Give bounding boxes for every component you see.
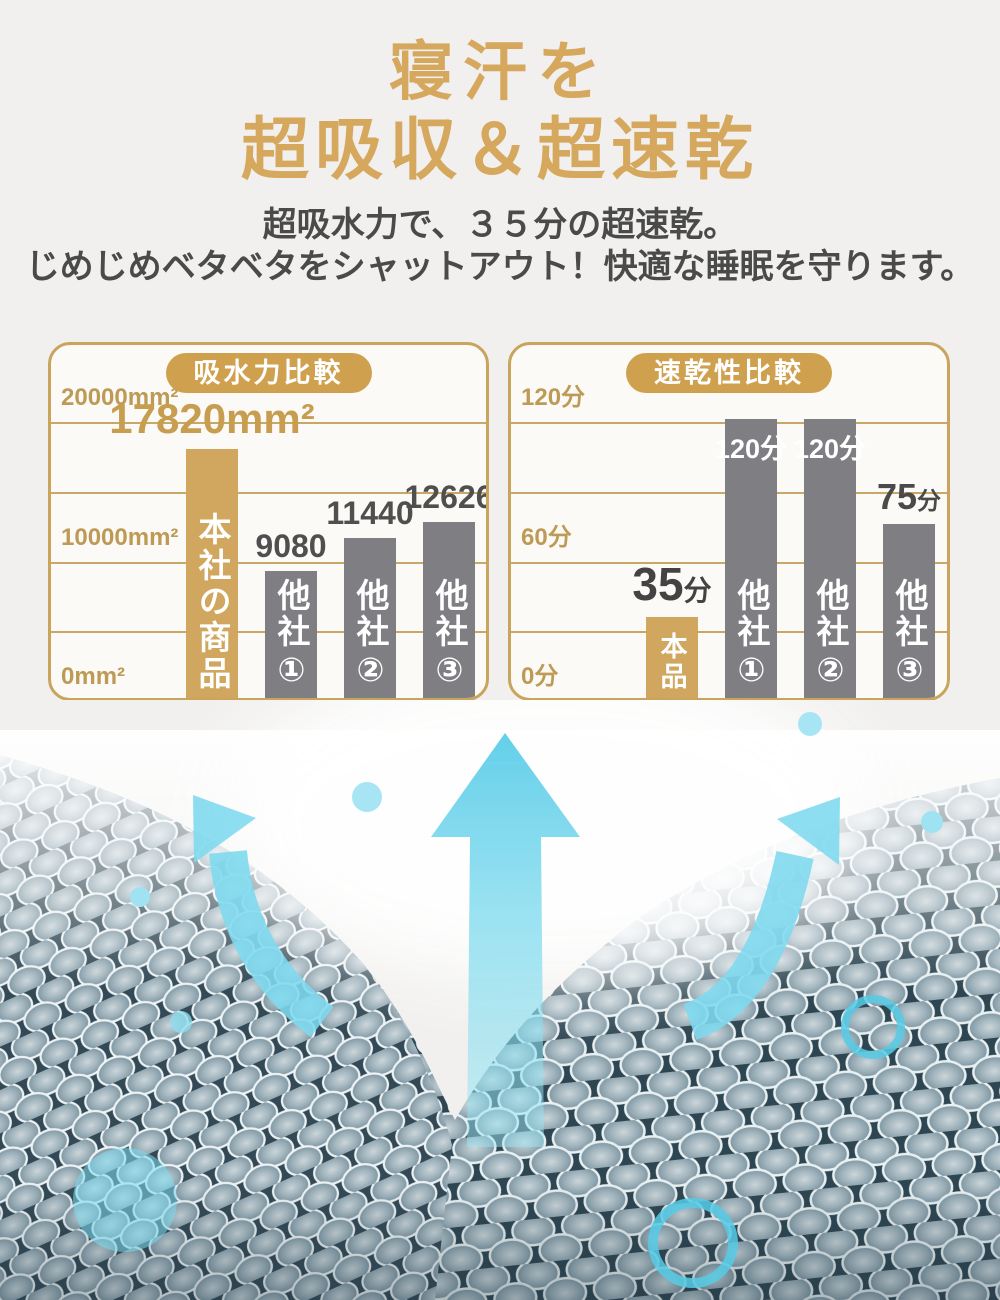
bar-value-label: 17820mm² bbox=[109, 395, 315, 443]
own-product-bar: 本品 bbox=[646, 616, 698, 698]
competitor-bar: 他社② 120分 bbox=[794, 419, 866, 698]
quickdry-chart-title-badge: 速乾性比較 bbox=[626, 353, 832, 393]
y-axis-tick: 0mm² bbox=[61, 663, 126, 690]
y-axis-tick: 10000mm² bbox=[61, 523, 179, 551]
competitor-bar: 他社② bbox=[344, 538, 396, 698]
bar-category-label: 他社① bbox=[273, 578, 310, 692]
bar-category-label: 他社③ bbox=[431, 578, 468, 692]
y-axis-tick: 0分 bbox=[521, 663, 559, 690]
water-droplet-icon bbox=[352, 782, 382, 812]
bar-value-label: 9080 bbox=[255, 528, 327, 565]
bar-value-label: 75分 bbox=[877, 476, 941, 518]
gridline bbox=[51, 491, 486, 494]
absorption-chart-title-badge: 吸水力比較 bbox=[165, 353, 372, 393]
water-droplets bbox=[73, 712, 943, 1288]
breathable-fabric-illustration bbox=[0, 700, 1000, 1300]
bar-category-label: 他社③ bbox=[891, 578, 928, 692]
bar-category-label: 他社② bbox=[812, 578, 849, 692]
quickdry-chart-panel: 速乾性比較 120分 60分 0分 本品 35分 他社① 120分 他社② 120分 他社③ 75分 bbox=[508, 342, 950, 701]
water-droplet-icon bbox=[130, 887, 150, 907]
absorption-chart-plot: 20000mm² 10000mm² 0mm² 本社の商品 17820mm² 他社① 9080… bbox=[51, 345, 486, 698]
water-bubble-ring-icon bbox=[841, 995, 905, 1059]
bar-value-label: 120分 bbox=[714, 434, 788, 464]
gridline bbox=[51, 561, 486, 564]
airflow-arrow-right-icon bbox=[682, 797, 840, 1040]
bar-value-label: 120分 bbox=[793, 434, 867, 464]
competitor-bar: 他社① 120分 bbox=[715, 419, 787, 698]
y-axis-tick: 120分 bbox=[521, 384, 586, 411]
bar-category-label: 他社② bbox=[352, 578, 389, 692]
water-droplet-icon bbox=[73, 1148, 177, 1252]
gridline bbox=[51, 422, 486, 424]
competitor-bar: 他社③ bbox=[883, 523, 935, 698]
bar-category-label: 本品 bbox=[656, 632, 687, 692]
value-number: 75 bbox=[876, 475, 918, 517]
subtitle-line1: 超吸水力で、３５分の超速乾。 bbox=[262, 206, 738, 244]
competitor-bar: 他社① bbox=[265, 571, 317, 698]
airflow-arrow-left-icon bbox=[193, 795, 334, 1038]
header: 寝汗を 超吸収＆超速乾 超吸水力で、３５分の超速乾。 じめじめベタベタをシャット… bbox=[0, 0, 1000, 288]
absorption-chart-panel: 吸水力比較 20000mm² 10000mm² 0mm² 本社の商品 17820mm² 他… bbox=[48, 342, 489, 701]
y-axis-tick: 20000mm² bbox=[61, 384, 179, 411]
competitor-bar: 他社③ bbox=[423, 521, 475, 698]
bar-value-label: 12626 bbox=[404, 478, 489, 515]
bar-value-label: 35分 bbox=[632, 557, 711, 611]
bar-value-label: 11440 bbox=[326, 495, 414, 532]
airflow-arrows bbox=[193, 733, 840, 1147]
value-unit: 分 bbox=[917, 487, 942, 515]
airflow-arrow-center-icon bbox=[431, 733, 580, 1147]
value-unit: 分 bbox=[683, 574, 712, 606]
water-bubble-ring-icon bbox=[648, 1198, 738, 1288]
page-title-line2: 超吸収＆超速乾 bbox=[240, 112, 759, 188]
water-droplet-icon bbox=[170, 1011, 192, 1033]
own-product-bar: 本社の商品 bbox=[186, 449, 238, 698]
water-droplet-icon bbox=[798, 712, 822, 736]
quickdry-chart-plot: 120分 60分 0分 本品 35分 他社① 120分 他社② 120分 他社③ 75分 bbox=[511, 345, 947, 698]
subtitle-line2: じめじめベタベタをシャットアウト！快適な睡眠を守ります。 bbox=[25, 248, 975, 286]
water-droplet-icon bbox=[921, 811, 943, 833]
bar-category-label: 他社① bbox=[733, 578, 770, 692]
bar-category-label: 本社の商品 bbox=[194, 512, 231, 692]
value-number: 35 bbox=[632, 557, 684, 610]
page-title-line1: 寝汗を bbox=[389, 36, 611, 108]
y-axis-tick: 60分 bbox=[521, 523, 572, 551]
